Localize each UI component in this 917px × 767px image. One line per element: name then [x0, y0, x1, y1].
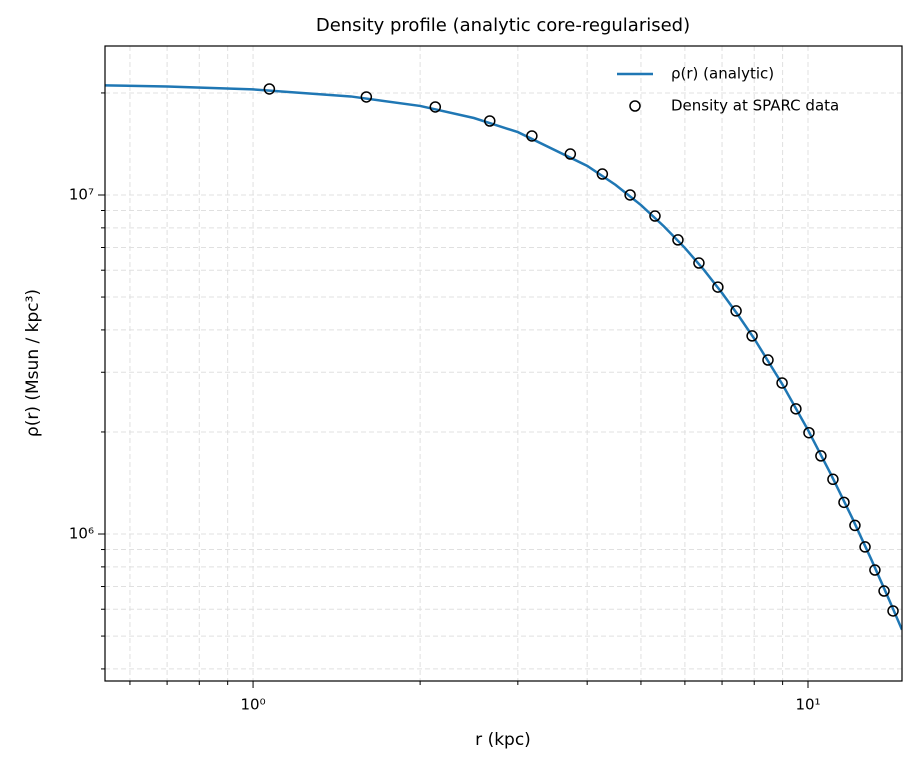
data-point — [672, 234, 684, 246]
legend-label: Density at SPARC data — [671, 97, 839, 115]
legend-label: ρ(r) (analytic) — [671, 65, 774, 83]
x-axis-label: r (kpc) — [475, 730, 531, 750]
data-point — [827, 473, 839, 486]
data-point — [624, 189, 636, 201]
x-tick-label: 10⁰ — [241, 696, 266, 714]
data-point — [762, 354, 774, 366]
data-point — [360, 91, 373, 103]
data-point — [878, 585, 890, 597]
data-point — [429, 101, 442, 113]
y-tick-label: 10⁷ — [69, 185, 94, 203]
data-point — [790, 403, 802, 415]
data-point — [526, 130, 538, 142]
y-axis-label: ρ(r) (Msun / kpc³) — [23, 289, 43, 437]
data-point — [263, 83, 276, 95]
y-tick-label: 10⁶ — [69, 525, 94, 543]
data-point — [649, 210, 661, 222]
data-point — [869, 564, 881, 576]
data-point — [730, 305, 742, 317]
data-point — [849, 519, 861, 532]
data-point — [859, 541, 871, 553]
data-point — [838, 496, 850, 509]
data-point — [815, 450, 827, 462]
data-point — [693, 257, 705, 269]
legend-swatch — [629, 100, 641, 112]
x-tick-label: 10¹ — [795, 696, 820, 714]
data-line — [105, 84, 902, 631]
data-point — [887, 605, 899, 617]
data-point — [746, 330, 758, 342]
data-point — [712, 281, 724, 293]
data-point — [596, 168, 609, 180]
data-point — [564, 148, 577, 160]
data-point — [776, 377, 788, 389]
data-point — [803, 426, 815, 439]
chart-title: Density profile (analytic core-regularis… — [316, 15, 690, 36]
data-point — [483, 115, 496, 127]
plot-frame — [104, 45, 903, 682]
